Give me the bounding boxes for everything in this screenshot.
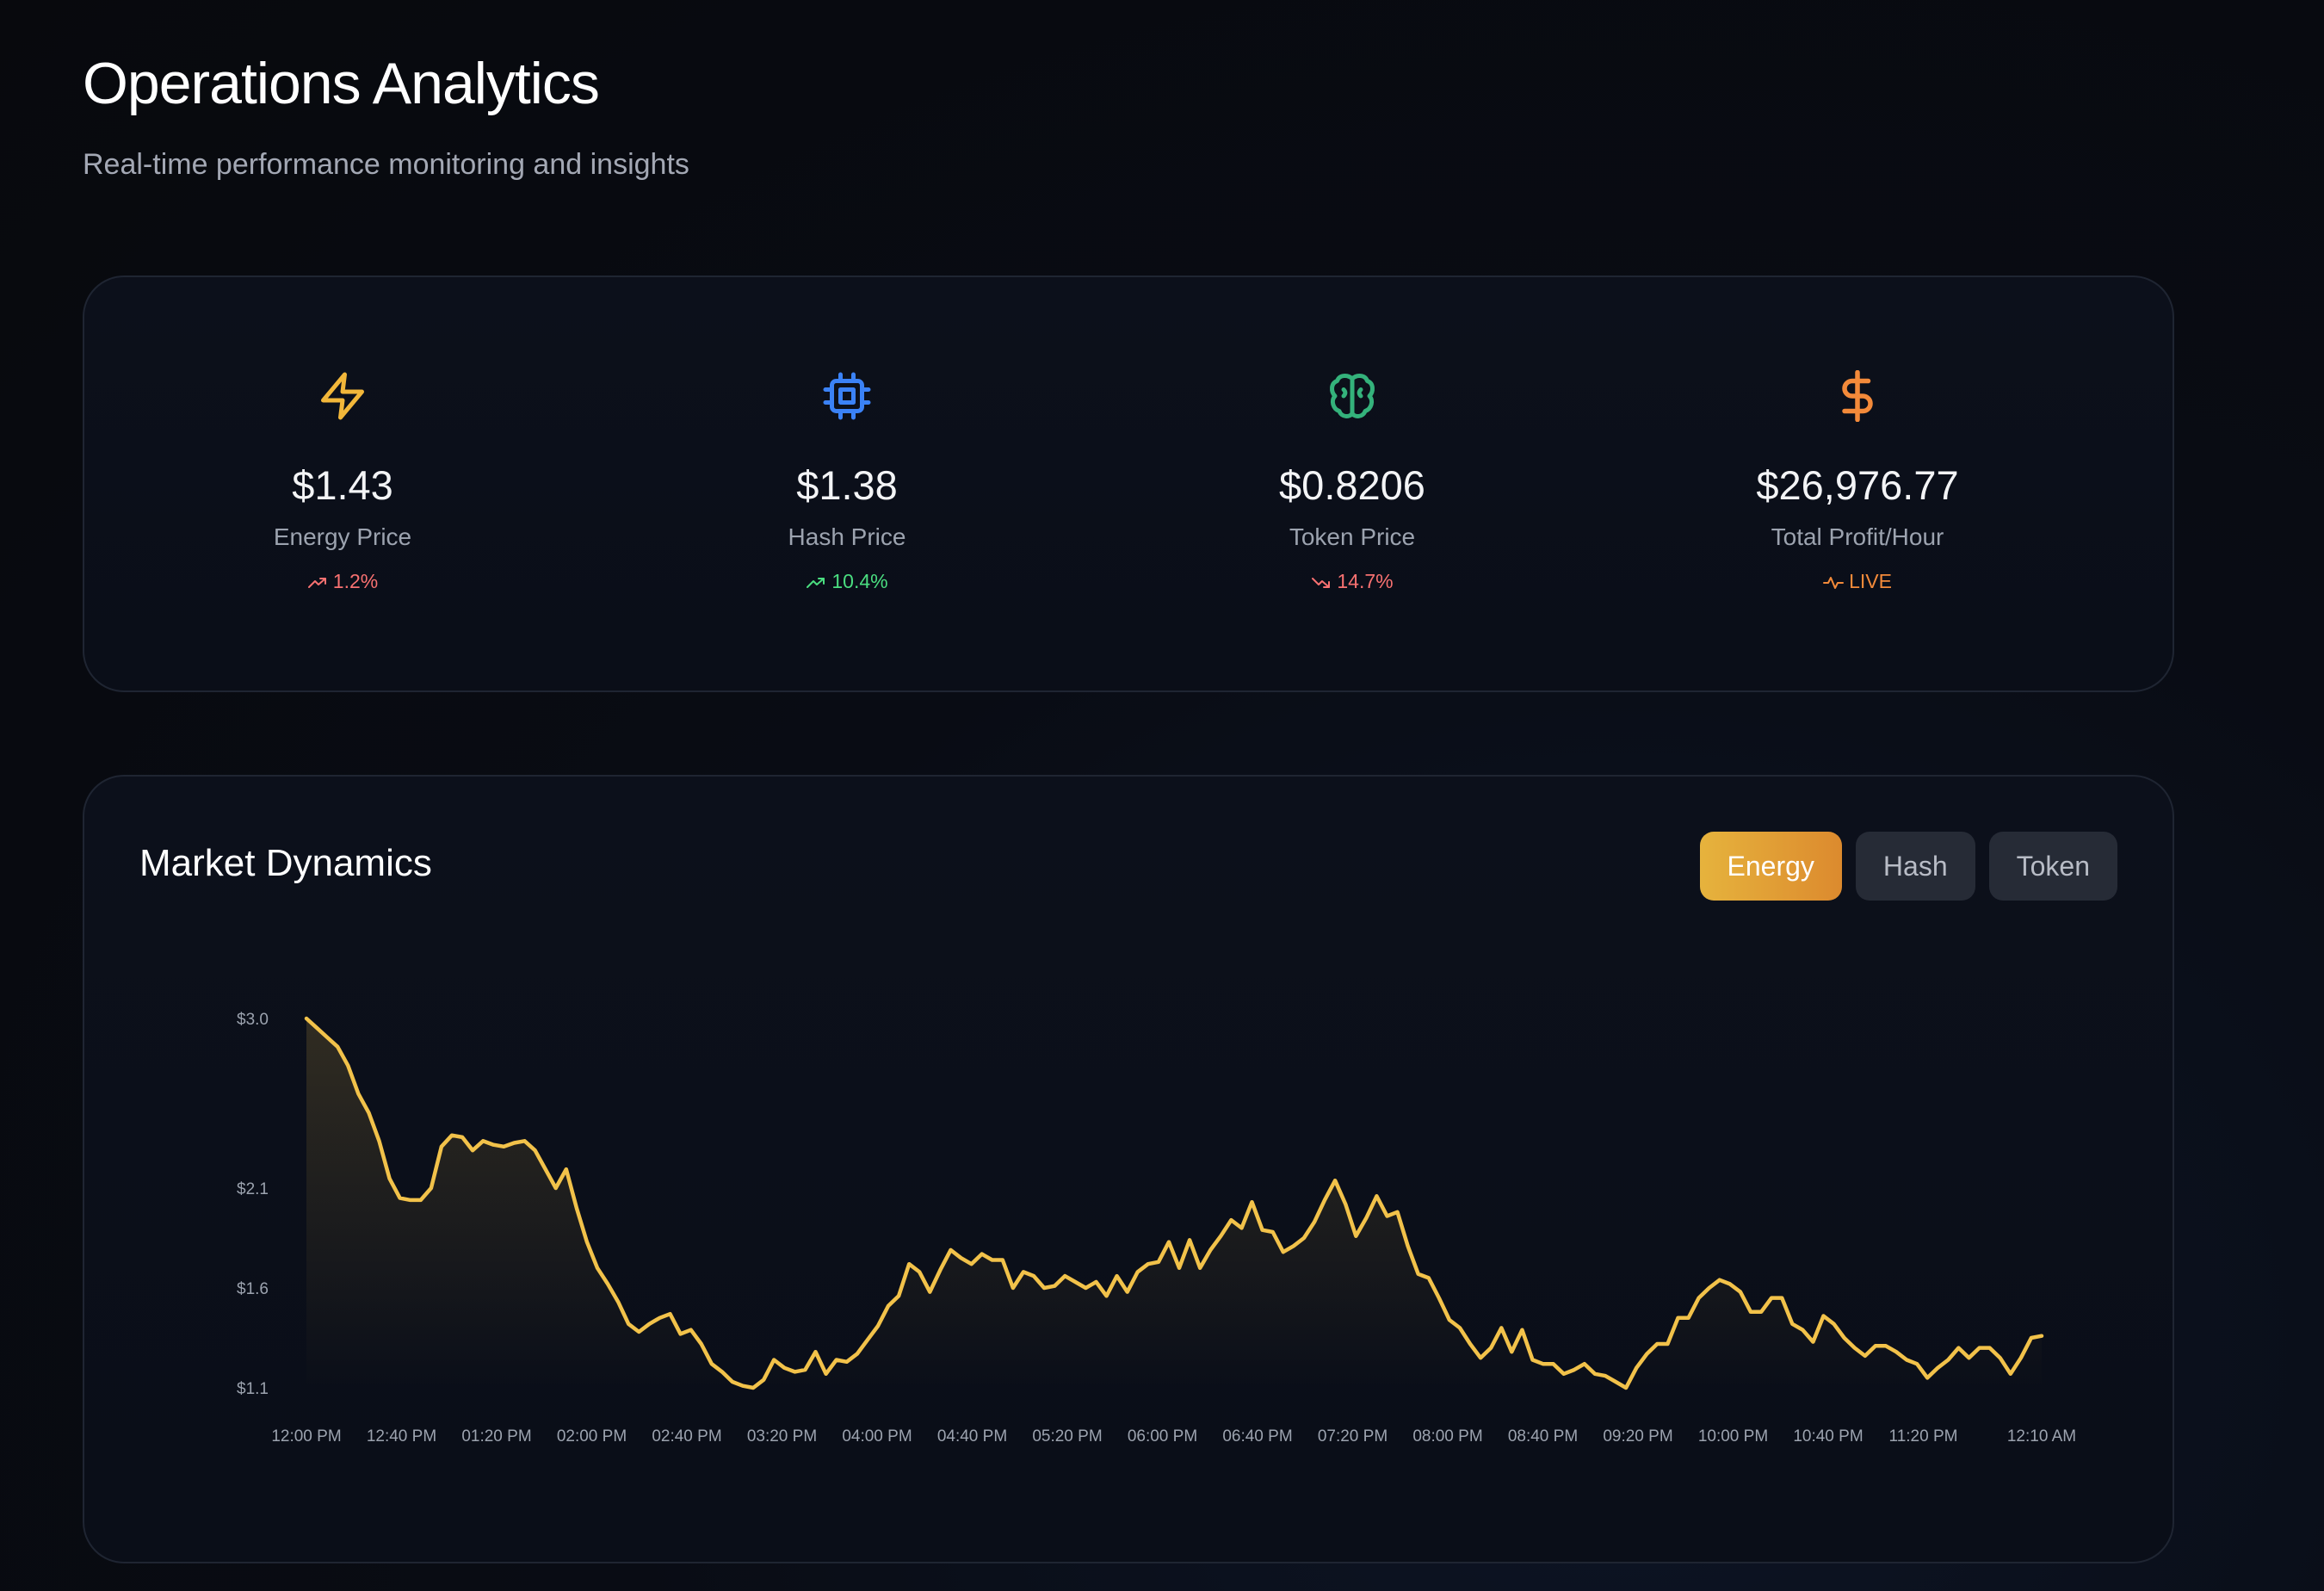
x-tick-label: 06:00 PM xyxy=(1128,1427,1197,1446)
tab-hash[interactable]: Hash xyxy=(1855,832,1975,901)
activity-icon xyxy=(1823,576,1845,589)
trend-up-icon xyxy=(307,577,326,588)
x-tick-label: 02:00 PM xyxy=(557,1427,627,1446)
x-tick-label: 01:20 PM xyxy=(461,1427,531,1446)
cpu-chip-icon xyxy=(823,372,871,420)
trend-down-icon xyxy=(1312,577,1331,588)
y-tick-label: $1.1 xyxy=(237,1380,269,1398)
x-tick-label: 06:40 PM xyxy=(1222,1427,1292,1446)
stat-change-value: 1.2% xyxy=(332,570,379,592)
market-dynamics-card: $3.0 $2.1 $1.6 $1.1 12:00 PM 12:40 PM 01:20 P… xyxy=(83,775,2174,1563)
stat-value: $1.38 xyxy=(796,462,898,508)
lightning-icon xyxy=(321,372,364,420)
x-tick-label: 10:00 PM xyxy=(1698,1427,1768,1446)
x-tick-label: 04:00 PM xyxy=(842,1427,912,1446)
x-tick-label: 03:20 PM xyxy=(747,1427,817,1446)
x-tick-label: 07:20 PM xyxy=(1318,1427,1388,1446)
x-tick-label: 11:20 PM xyxy=(1889,1427,1958,1446)
stat-change: 14.7% xyxy=(1094,570,1610,593)
x-tick-label: 02:40 PM xyxy=(652,1427,721,1446)
y-tick-label: $1.6 xyxy=(237,1280,269,1298)
chart-tabs: Energy Hash Token xyxy=(1699,832,2117,901)
x-tick-label: 08:40 PM xyxy=(1508,1427,1578,1446)
x-tick-label: 12:40 PM xyxy=(367,1427,436,1446)
stat-label: Energy Price xyxy=(273,523,412,550)
brain-icon xyxy=(1330,374,1375,418)
stat-value: $26,976.77 xyxy=(1756,462,1959,508)
stat-value: $1.43 xyxy=(292,462,393,508)
market-dynamics-chart: $3.0 $2.1 $1.6 $1.1 12:00 PM 12:40 PM 01:20 P… xyxy=(237,1011,2076,1446)
y-tick-label: $2.1 xyxy=(237,1180,269,1198)
dollar-icon xyxy=(1842,370,1873,422)
stat-change: LIVE xyxy=(1599,570,2116,593)
trend-up-icon xyxy=(807,577,825,588)
stat-value: $0.8206 xyxy=(1279,462,1425,508)
stats-card: $1.43 Energy Price 1.2% $1.38 Hash Price… xyxy=(83,275,2174,692)
x-tick-label: 05:20 PM xyxy=(1032,1427,1102,1446)
x-tick-label: 04:40 PM xyxy=(937,1427,1007,1446)
stat-change: 1.2% xyxy=(84,570,601,593)
x-tick-label: 09:20 PM xyxy=(1603,1427,1672,1446)
chart-area-fill xyxy=(306,1018,2042,1388)
page-title: Operations Analytics xyxy=(83,51,600,116)
stat-change: 10.4% xyxy=(589,570,1105,593)
x-tick-label: 08:00 PM xyxy=(1412,1427,1482,1446)
page-subtitle: Real-time performance monitoring and ins… xyxy=(83,148,689,181)
stat-change-value: 10.4% xyxy=(831,570,888,592)
stat-change-value: 14.7% xyxy=(1337,570,1394,592)
stat-label: Token Price xyxy=(1289,523,1416,550)
x-tick-label: 10:40 PM xyxy=(1793,1427,1863,1446)
stat-label: Hash Price xyxy=(788,523,906,550)
x-tick-label: 12:10 AM xyxy=(2007,1427,2076,1446)
x-tick-label: 12:00 PM xyxy=(271,1427,341,1446)
chart-series-line xyxy=(304,1016,2044,1390)
stat-label: Total Profit/Hour xyxy=(1771,523,1944,550)
stat-change-value: LIVE xyxy=(1849,570,1892,592)
y-tick-label: $3.0 xyxy=(237,1011,269,1029)
chart-title: Market Dynamics xyxy=(139,842,432,884)
tab-energy[interactable]: Energy xyxy=(1699,832,1842,901)
tab-token[interactable]: Token xyxy=(1988,832,2117,901)
